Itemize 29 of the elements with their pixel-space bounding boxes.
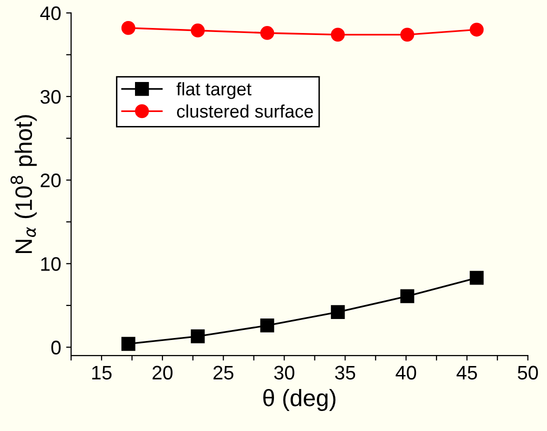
x-tick-label: 20 (152, 366, 173, 380)
point (330, 305, 345, 320)
y-tick-label: 40 (40, 6, 61, 20)
point (190, 24, 205, 38)
legend-label: flat target (176, 82, 252, 100)
legend-label: clustered surface (177, 104, 313, 118)
x-tick-label: 25 (214, 366, 234, 380)
point (190, 329, 205, 344)
x-tick-label: 40 (396, 366, 416, 380)
y-tick-label: 10 (41, 257, 61, 271)
x-tick-label: 35 (335, 366, 356, 380)
point (260, 318, 274, 332)
x-tick-label: 30 (274, 366, 294, 380)
y-axis-title: N$_{α}$ (10$^{8}$ phot) (10, 115, 37, 254)
point (470, 270, 484, 285)
point (121, 336, 136, 351)
x-axis-title: θ (deg) (263, 388, 336, 411)
point (260, 26, 274, 40)
x-tick-label: 45 (456, 366, 477, 380)
point (400, 28, 414, 42)
x-tick-label: 15 (92, 366, 112, 380)
y-tick-label: 20 (40, 174, 61, 188)
point (121, 21, 136, 35)
point (400, 289, 414, 304)
y-tick-label: 30 (40, 90, 61, 104)
y-tick-label: 0 (51, 340, 61, 354)
point (470, 22, 484, 37)
x-tick-label: 50 (518, 366, 538, 380)
point (330, 28, 345, 42)
